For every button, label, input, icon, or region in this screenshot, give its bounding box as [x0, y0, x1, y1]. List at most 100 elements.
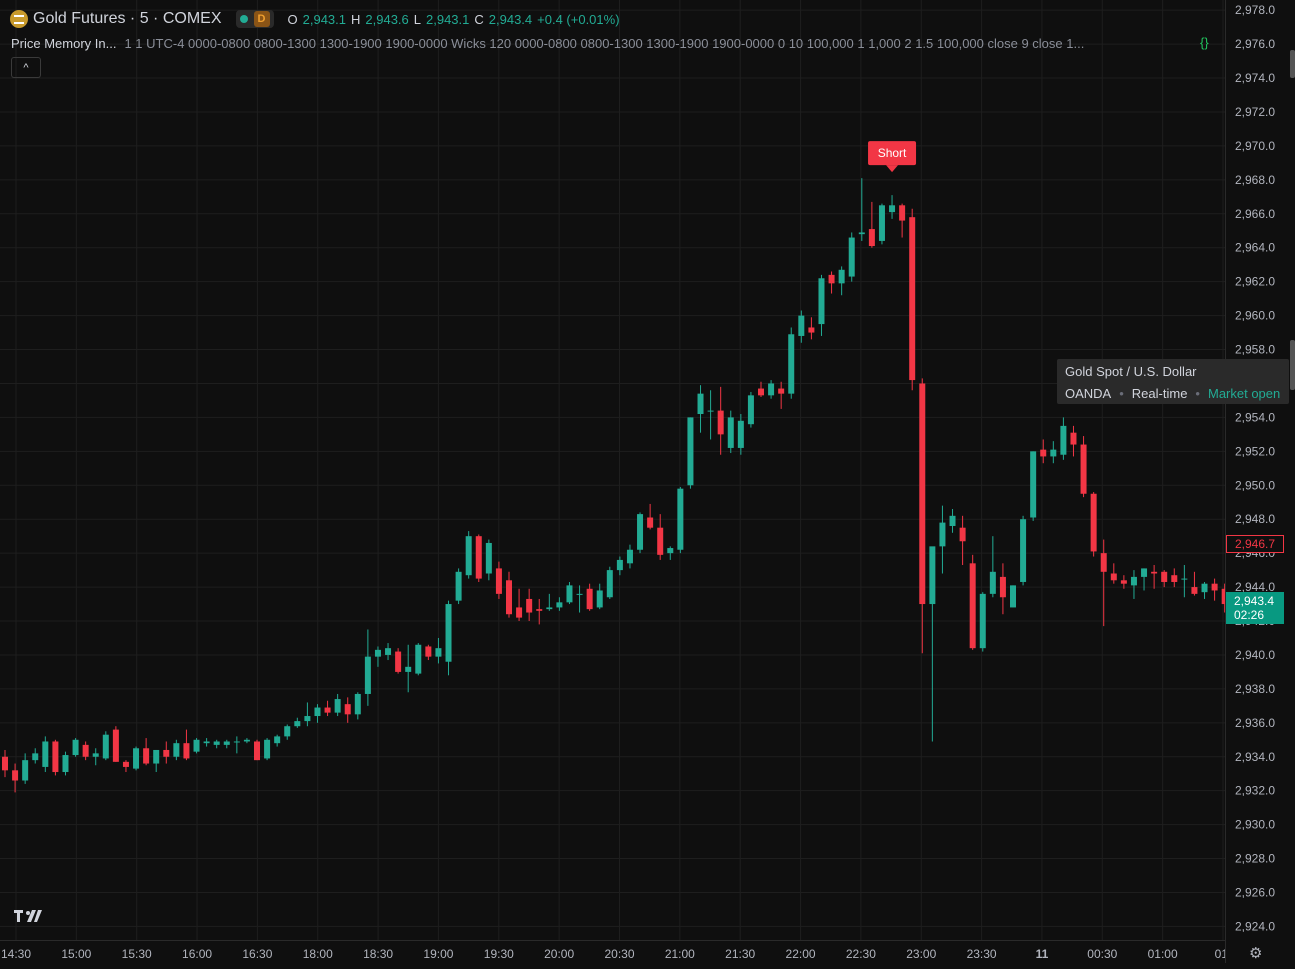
candle[interactable] [747, 391, 754, 428]
candle[interactable] [737, 414, 744, 455]
candle[interactable] [949, 509, 956, 533]
candle[interactable] [1100, 539, 1107, 627]
candle[interactable] [1181, 565, 1188, 598]
candle[interactable] [324, 700, 331, 717]
candle[interactable] [596, 583, 603, 610]
candle[interactable] [808, 317, 815, 340]
candle[interactable] [1120, 575, 1127, 589]
candle[interactable] [405, 644, 412, 693]
candle[interactable] [1020, 515, 1027, 586]
candle[interactable] [1080, 436, 1087, 498]
candle[interactable] [989, 536, 996, 598]
candle[interactable] [677, 486, 684, 554]
candle[interactable] [344, 697, 351, 723]
candle[interactable] [455, 568, 462, 605]
candle[interactable] [999, 563, 1006, 615]
candle[interactable] [556, 597, 563, 611]
candle[interactable] [758, 381, 764, 398]
candle[interactable] [72, 738, 79, 757]
scale-handle-lower[interactable] [1290, 340, 1295, 390]
candle[interactable] [102, 731, 109, 761]
candle[interactable] [586, 583, 593, 611]
candle[interactable] [133, 746, 140, 771]
candle[interactable] [697, 385, 704, 433]
candle[interactable] [667, 546, 674, 560]
candle[interactable] [264, 738, 271, 761]
candle[interactable] [1141, 568, 1148, 591]
candle[interactable] [1171, 568, 1178, 588]
candle[interactable] [1010, 585, 1016, 608]
candle[interactable] [415, 643, 422, 676]
candle[interactable] [939, 505, 946, 574]
candle[interactable] [233, 736, 240, 754]
candle[interactable] [374, 646, 381, 667]
candle[interactable] [566, 581, 573, 605]
candle[interactable] [1060, 417, 1067, 460]
candle[interactable] [616, 556, 623, 576]
candle[interactable] [143, 738, 150, 766]
candle[interactable] [969, 554, 976, 650]
candle[interactable] [929, 546, 936, 742]
candle[interactable] [919, 378, 926, 654]
candle[interactable] [1151, 565, 1158, 589]
source-code-icon[interactable]: {} [1200, 35, 1209, 50]
candle[interactable] [899, 203, 906, 238]
candle[interactable] [82, 741, 89, 761]
symbol-title[interactable]: Gold Futures · 5 · COMEX [33, 10, 222, 27]
candle[interactable] [395, 648, 402, 674]
candle[interactable] [889, 195, 896, 219]
candle[interactable] [546, 593, 553, 611]
candle[interactable] [243, 738, 250, 744]
candle[interactable] [364, 629, 371, 706]
candle[interactable] [465, 531, 472, 579]
candlestick-chart[interactable]: Short [0, 0, 1225, 940]
candle[interactable] [385, 643, 392, 661]
candle[interactable] [828, 271, 835, 294]
candle[interactable] [536, 598, 543, 625]
scale-handle-upper[interactable] [1290, 50, 1295, 78]
settings-gear-icon[interactable]: ⚙ [1249, 945, 1263, 962]
candle[interactable] [687, 417, 694, 489]
candle[interactable] [223, 739, 230, 749]
chart-area[interactable]: Short [0, 0, 1225, 940]
candle[interactable] [163, 741, 170, 764]
candle[interactable] [193, 738, 200, 754]
candle[interactable] [1040, 439, 1047, 464]
candle[interactable] [707, 390, 714, 440]
candle[interactable] [1201, 581, 1208, 599]
candle[interactable] [435, 637, 442, 664]
candle[interactable] [274, 734, 281, 747]
candle[interactable] [516, 588, 523, 622]
indicator-name[interactable]: Price Memory In... [11, 36, 117, 51]
candle[interactable] [334, 693, 341, 717]
candle[interactable] [112, 726, 119, 762]
candle[interactable] [284, 724, 291, 740]
candle[interactable] [12, 763, 19, 793]
candle[interactable] [848, 232, 855, 282]
candle[interactable] [1221, 583, 1225, 613]
candle[interactable] [878, 203, 885, 245]
candle[interactable] [717, 386, 724, 455]
candle[interactable] [657, 514, 664, 560]
candle[interactable] [32, 748, 39, 764]
candle[interactable] [62, 751, 69, 776]
candle[interactable] [626, 544, 633, 569]
market-status-pill[interactable]: D [235, 10, 274, 28]
candle[interactable] [425, 644, 432, 661]
candle[interactable] [868, 201, 875, 248]
candle[interactable] [788, 327, 795, 399]
candle[interactable] [1161, 570, 1168, 588]
price-axis[interactable]: 2,978.0 2,976.0 2,974.0 2,972.0 2,970.0 2,968… [1225, 0, 1295, 963]
candle[interactable] [798, 310, 805, 343]
candle[interactable] [495, 561, 502, 599]
candle[interactable] [979, 592, 986, 652]
candle[interactable] [254, 739, 260, 761]
candle[interactable] [485, 539, 492, 581]
candle[interactable] [526, 588, 533, 622]
candle[interactable] [314, 704, 321, 723]
candle[interactable] [445, 600, 452, 676]
candle[interactable] [506, 571, 512, 618]
candle[interactable] [153, 749, 160, 773]
candle[interactable] [304, 702, 311, 727]
candle[interactable] [959, 515, 966, 566]
